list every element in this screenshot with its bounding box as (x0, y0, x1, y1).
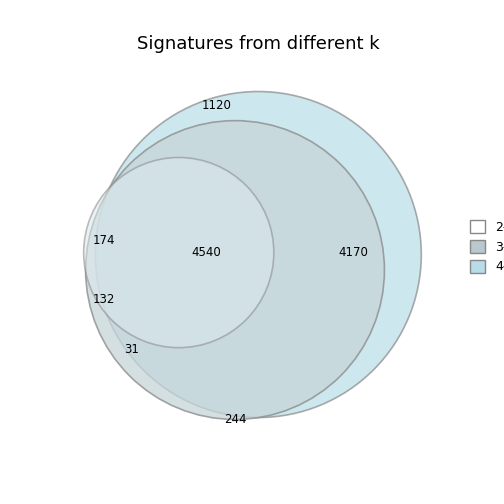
Text: 1120: 1120 (202, 99, 232, 111)
Text: 132: 132 (92, 293, 114, 305)
Text: 174: 174 (92, 234, 115, 247)
Circle shape (95, 92, 421, 417)
Text: 31: 31 (124, 343, 139, 356)
Text: 4170: 4170 (339, 246, 368, 259)
Legend: 2-group, 3-group, 4-group: 2-group, 3-group, 4-group (466, 216, 504, 277)
Title: Signatures from different k: Signatures from different k (137, 35, 380, 53)
Circle shape (84, 157, 274, 348)
Text: 244: 244 (224, 413, 246, 426)
Text: 4540: 4540 (191, 246, 221, 259)
Circle shape (86, 120, 385, 419)
